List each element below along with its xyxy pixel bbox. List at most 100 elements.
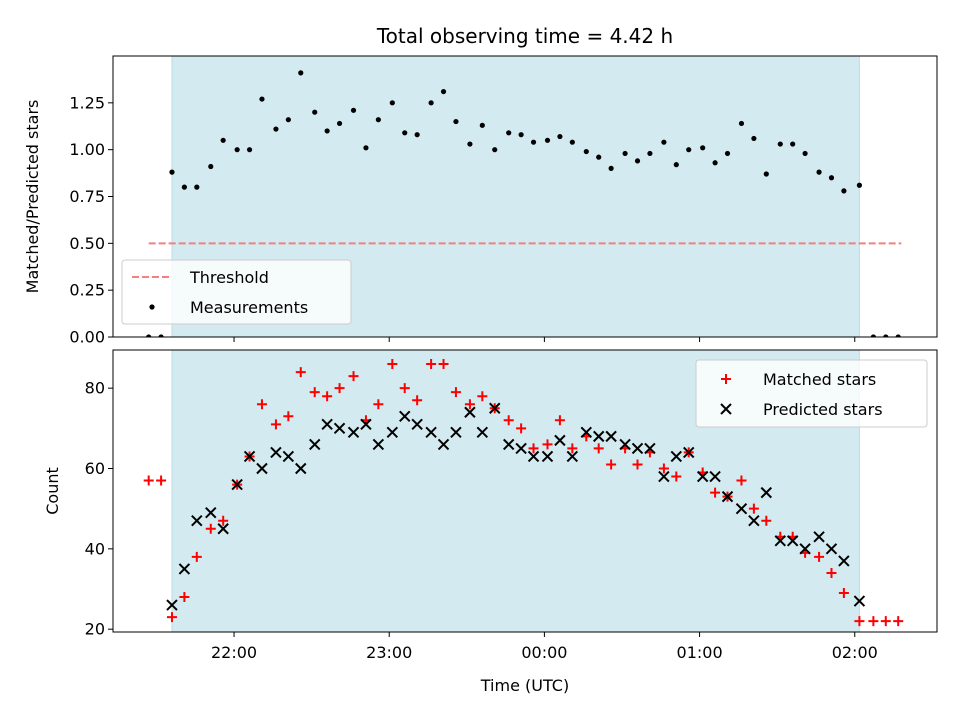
y-tick-label: 0.00 (69, 328, 105, 347)
predicted-star-point (309, 438, 321, 451)
predicted-star-point (709, 470, 721, 483)
matched-star-point (450, 387, 461, 398)
legend-measurements-label: Measurements (190, 298, 308, 317)
y-tick-label: 80 (85, 379, 105, 398)
predicted-star-point (670, 450, 683, 463)
measurement-point (246, 147, 253, 153)
predicted-star-point (813, 531, 825, 543)
measurement-point (234, 147, 240, 153)
matched-star-point (322, 391, 333, 402)
predicted-star-point (166, 599, 178, 611)
matched-star-point (256, 399, 267, 410)
predicted-star-point (476, 426, 489, 439)
predicted-star-point (360, 418, 372, 431)
predicted-star-point (735, 502, 748, 515)
matched-star-point (748, 503, 759, 514)
predicted-star-point (411, 418, 423, 431)
matched-star-point (854, 616, 865, 627)
measurement-point (828, 175, 835, 181)
matched-star-point (412, 395, 423, 406)
legend-bottom: Matched stars Predicted stars (695, 359, 928, 428)
measurement-point (738, 120, 745, 127)
measurement-point (841, 188, 847, 194)
measurement-point (208, 163, 214, 170)
matched-star-point (554, 415, 565, 426)
predicted-star-point (399, 410, 411, 422)
matched-star-point (710, 487, 721, 498)
predicted-star-point (205, 506, 217, 519)
predicted-star-point (321, 418, 333, 431)
measurement-point (285, 117, 291, 123)
legend-box (121, 259, 352, 325)
top-panel: 0.00 0.25 0.50 0.75 1.00 1.25 Matched/Predicte… (23, 24, 938, 347)
x-tick-label: 23:00 (366, 643, 412, 662)
x-tick-label: 22:00 (211, 643, 257, 662)
y-tick-label: 0.75 (69, 187, 105, 206)
matched-star-point (295, 367, 306, 378)
predicted-star-point (295, 462, 307, 475)
measurement-point (259, 96, 265, 102)
predicted-star-point (527, 450, 540, 463)
matched-star-point (658, 463, 669, 474)
predicted-star-point (502, 438, 515, 451)
measurement-point (634, 158, 641, 164)
predicted-star-point (437, 438, 450, 451)
predicted-star-point (231, 478, 243, 491)
measurement-point (506, 130, 512, 136)
measurement-point (492, 147, 498, 153)
predicted-star-point (270, 446, 282, 459)
matched-star-point (464, 399, 475, 410)
bottom-panel: 20 40 60 80 22:00 23:00 00:00 01:00 02:00 Count Ti… (43, 349, 938, 695)
matched-star-point (814, 551, 825, 562)
measurement-point (530, 139, 537, 145)
predicted-star-point (838, 555, 850, 567)
x-tick-label: 00:00 (521, 643, 567, 662)
measurement-point (350, 107, 357, 113)
y-axis-title: Count (43, 467, 62, 515)
matched-star-point (191, 551, 202, 562)
predicted-star-point (825, 543, 838, 555)
measurement-point (298, 70, 304, 76)
predicted-star-point (683, 446, 695, 459)
measurement-point (557, 133, 563, 140)
matched-star-point (179, 592, 190, 603)
predicted-star-point (644, 442, 656, 455)
axes-frame (112, 349, 938, 633)
measurement-point (181, 184, 187, 190)
measurement-point (467, 141, 473, 147)
matched-star-point (438, 359, 449, 370)
measurement-point (763, 171, 769, 177)
predicted-star-point (217, 523, 229, 535)
measurement-point (324, 128, 330, 134)
matched-star-point (826, 567, 837, 578)
measurement-point (428, 100, 434, 106)
predicted-star-point (372, 438, 385, 451)
measurement-point (895, 334, 901, 337)
predicted-star-point (489, 402, 501, 414)
measurement-point (158, 334, 164, 337)
measurement-point (402, 130, 408, 136)
measurement-point (622, 150, 628, 157)
legend-predicted-label: Predicted stars (763, 400, 883, 419)
measurement-point (312, 109, 318, 115)
predicted-star-point (696, 470, 709, 483)
measurement-point (583, 148, 589, 155)
predicted-star-point (853, 595, 866, 607)
measurement-point (724, 150, 731, 157)
matched-star-point (632, 459, 643, 470)
matched-star-point (606, 459, 617, 470)
matched-star-point (218, 515, 229, 526)
x-tick-label: 02:00 (832, 643, 878, 662)
matched-star-point (761, 515, 772, 526)
measurement-point (389, 100, 395, 106)
legend-matched-swatch (721, 374, 731, 384)
measurement-point (790, 141, 796, 147)
legend-box (695, 359, 928, 428)
matched-star-point (516, 423, 527, 434)
measurement-point (146, 334, 152, 337)
predicted-star-point (450, 426, 462, 439)
measurement-point (661, 139, 667, 145)
measurement-point (336, 120, 343, 127)
matched-star-point (283, 411, 294, 422)
